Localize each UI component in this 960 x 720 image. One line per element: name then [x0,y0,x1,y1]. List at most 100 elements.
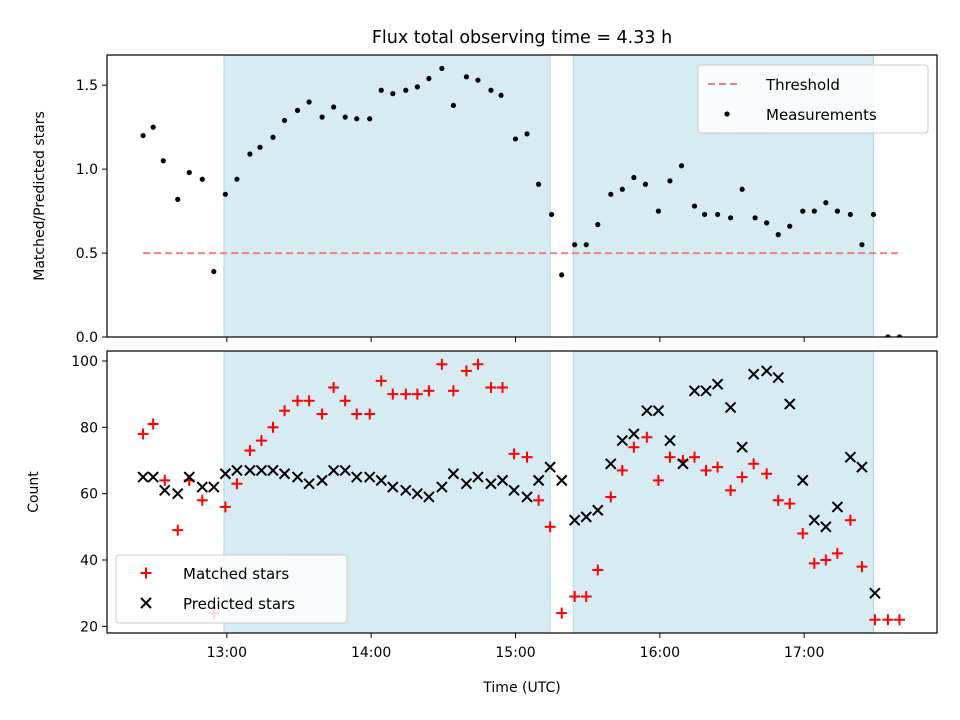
data-point [244,445,256,457]
data-point [247,151,253,157]
data-point [423,491,435,503]
data-point [521,491,533,503]
data-point [775,232,781,238]
y-tick-label: 100 [71,354,98,370]
data-point [712,461,724,473]
data-point [667,178,673,184]
data-point [137,428,149,440]
data-point [472,471,484,483]
data-point [234,176,240,182]
data-point [267,421,279,433]
data-point [820,521,832,533]
data-point [664,434,676,447]
data-point [411,388,423,400]
data-point [183,471,195,483]
data-point [460,365,472,377]
data-point [869,614,881,626]
data-point [700,464,712,476]
data-point [641,431,653,443]
data-point [808,514,821,526]
data-point [508,484,520,497]
data-point [702,211,708,218]
data-point [306,99,312,105]
data-point [436,358,448,370]
shaded-interval [572,350,874,634]
data-point [367,116,373,122]
data-point [211,268,217,275]
data-point [497,381,509,393]
data-point [559,272,565,278]
data-point [548,211,555,218]
data-point [555,474,568,487]
data-point [447,385,459,397]
x-axis-label: Time (UTC) [482,680,560,696]
data-point [747,368,760,380]
y-axis-label: Matched/Predicted stars [32,111,48,281]
data-point [808,557,820,569]
data-point [159,474,171,486]
data-point [592,564,604,576]
data-point [208,481,220,493]
x-tick-label: 14:00 [351,645,391,661]
data-point [137,471,149,483]
legend-predicted-swatch [140,597,152,609]
data-point [231,464,243,477]
data-point [303,395,315,407]
data-point [172,524,184,536]
y-tick-label: 0.0 [76,330,98,346]
data-point [787,223,793,229]
data-point [387,481,399,493]
data-point [291,471,304,483]
data-point [641,405,653,417]
data-point [592,504,604,516]
data-point [700,385,712,397]
data-point [616,434,629,447]
data-point [414,84,420,90]
data-point [823,200,829,206]
data-point [196,494,208,506]
data-point [339,464,351,477]
data-point [439,65,445,72]
data-point [387,388,399,400]
data-point [186,169,192,176]
data-point [764,220,770,226]
data-point [463,74,470,80]
data-point [869,587,881,599]
data-point [219,468,232,480]
data-point [175,196,181,202]
legend-box [115,554,348,624]
data-point [364,471,376,483]
data-point [222,191,228,197]
legend-matched-label: Matched stars [183,565,289,583]
data-point [219,501,231,513]
data-point [882,614,894,626]
x-tick-label: 15:00 [495,645,535,661]
shaded-interval [223,54,551,338]
data-point [485,381,497,393]
data-point [572,242,578,248]
data-point [351,408,363,420]
data-point [628,428,640,440]
data-point [761,468,773,480]
data-point [544,521,556,533]
data-point [316,408,328,420]
data-point [831,547,843,559]
data-point [714,211,721,218]
data-point [711,378,724,390]
data-point [688,451,700,463]
data-point [748,458,760,470]
data-point [281,117,288,124]
data-point [292,395,304,407]
data-point [784,398,796,410]
data-point [460,477,473,490]
data-point [257,144,263,150]
data-point [524,131,530,137]
data-point [328,381,340,393]
data-point [447,468,460,480]
data-point [605,491,617,503]
data-point [331,104,337,110]
data-point [688,385,701,397]
data-point [267,464,279,477]
data-point [303,477,315,490]
data-point [800,208,806,214]
